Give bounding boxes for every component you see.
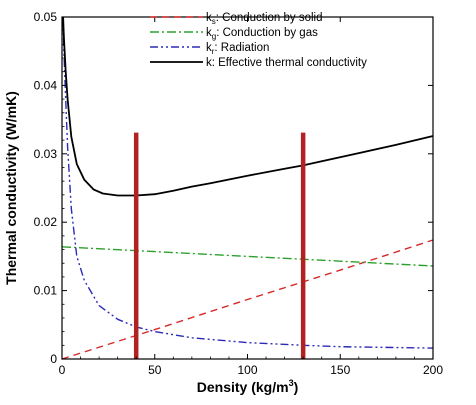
plot-marks <box>61 16 434 360</box>
series-line-1 <box>61 246 434 267</box>
legend-label-3: k: Effective thermal conductivity <box>206 57 367 69</box>
y-axis-title: Thermal conductivity (W/mK) <box>3 91 19 285</box>
series-line-3 <box>62 16 434 197</box>
y-tick-label: 0.01 <box>34 284 58 298</box>
x-tick-label: 100 <box>237 363 257 377</box>
series-line-2 <box>62 16 434 349</box>
legend-label-0: ks: Conduction by solid <box>206 12 323 26</box>
legend-label-1: kg: Conduction by gas <box>206 27 318 41</box>
y-tick-label: 0 <box>50 352 57 366</box>
x-tick-label: 200 <box>423 363 443 377</box>
y-tick-label: 0.05 <box>34 10 58 24</box>
x-axis-title: Density (kg/m3) <box>197 378 299 395</box>
series-line-0 <box>61 239 434 360</box>
y-tick-label: 0.02 <box>34 215 58 229</box>
legend-label-2: kr: Radiation <box>206 42 269 56</box>
y-tick-label: 0.04 <box>34 78 58 92</box>
axis-ticks: 0 50 100 150 200 0 0.01 0.02 0.03 0.04 0.05 <box>34 10 444 377</box>
x-tick-label: 50 <box>148 363 162 377</box>
x-tick-label: 0 <box>59 363 66 377</box>
x-tick-label: 150 <box>330 363 350 377</box>
y-tick-label: 0.03 <box>34 147 58 161</box>
